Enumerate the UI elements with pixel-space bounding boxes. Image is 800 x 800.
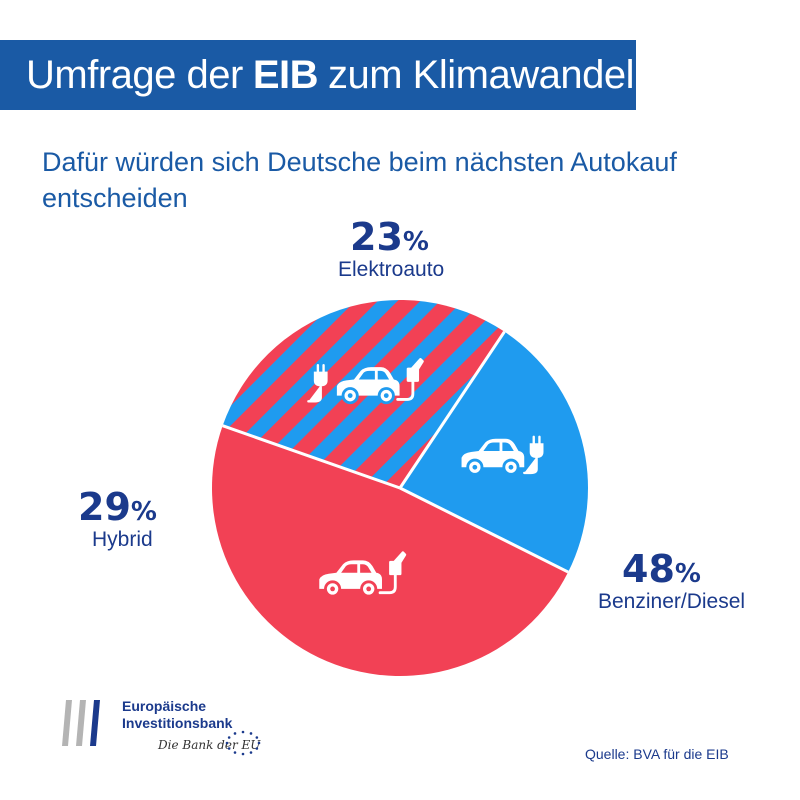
category-label-elektro: Elektroauto: [338, 258, 445, 281]
hybrid-car-icon: [307, 358, 424, 405]
pie-icons: [307, 358, 544, 598]
category-label-benzin: Benziner/Diesel: [598, 590, 746, 613]
chart-subtitle: Dafür würden sich Deutsche beim nächsten…: [42, 147, 677, 213]
title-suffix: zum Klimawandel: [328, 52, 634, 97]
category-label-hybrid: Hybrid: [92, 528, 153, 551]
pie-slice-benziner-diesel: [212, 425, 569, 676]
slice-separator: [398, 330, 506, 489]
eu-star: [225, 741, 229, 745]
eib-logo-icon: [62, 700, 100, 746]
eu-star: [233, 732, 237, 735]
logo-tagline: Die Bank der EU: [158, 738, 261, 752]
logo-line-1: Europäische: [122, 698, 207, 714]
logo-text: Europäische Investitionsbank: [122, 698, 232, 732]
pct-label-benzin: 48%: [622, 547, 701, 591]
pct-label-elektro: 23%: [350, 215, 429, 259]
title-banner: Umfrage der EIB zum Klimawandel: [0, 40, 636, 110]
eu-star: [227, 747, 231, 750]
electric-car-icon: [461, 435, 544, 476]
slice-separator: [399, 486, 569, 574]
eu-star: [255, 747, 259, 750]
eu-star: [249, 732, 253, 735]
eu-star: [241, 752, 245, 756]
fuel-car-icon: [319, 551, 407, 598]
title-bold: EIB: [252, 52, 319, 97]
eu-star: [249, 751, 253, 754]
eu-star: [227, 736, 231, 739]
logo-line-2: Investitionsbank: [122, 715, 233, 731]
eu-stars-icon: [225, 730, 261, 756]
eu-star: [241, 730, 245, 734]
eu-star: [257, 741, 261, 745]
eu-star: [233, 751, 237, 754]
source-note: Quelle: BVA für die EIB: [585, 746, 729, 762]
slice-separator: [222, 424, 401, 490]
pie-slices: [212, 300, 588, 676]
pct-label-hybrid: 29%: [78, 485, 157, 529]
title-prefix: Umfrage der: [26, 52, 243, 97]
eu-star: [255, 736, 259, 739]
